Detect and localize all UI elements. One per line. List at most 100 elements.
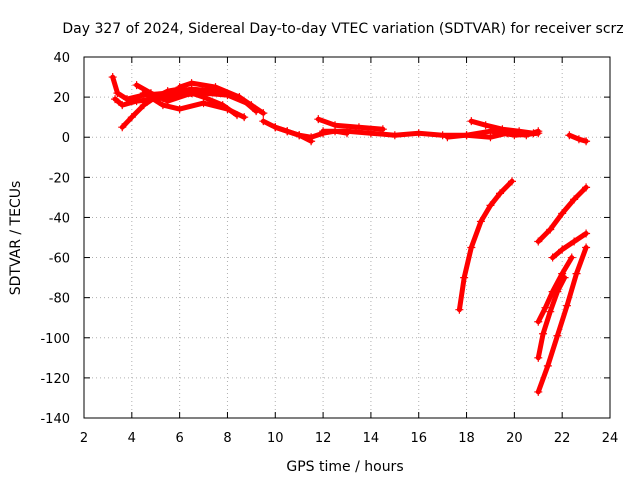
- data-point: [366, 129, 375, 138]
- data-point: [565, 131, 574, 140]
- data-point: [390, 131, 399, 140]
- series-trace: [535, 245, 589, 395]
- data-point: [572, 269, 581, 278]
- y-tick-label: 40: [53, 51, 70, 66]
- data-point: [163, 87, 172, 96]
- data-point: [211, 83, 220, 92]
- data-point: [515, 127, 524, 136]
- data-point: [558, 245, 567, 254]
- data-point: [111, 95, 120, 104]
- y-axis-label: SDTVAR / TECUs: [8, 181, 24, 296]
- data-point: [534, 237, 543, 246]
- data-point: [438, 131, 447, 140]
- series-arc-s: [534, 243, 591, 396]
- data-point: [139, 89, 148, 98]
- data-point: [582, 183, 591, 192]
- data-point: [567, 253, 576, 262]
- data-point: [496, 189, 505, 198]
- x-tick-label: 14: [363, 431, 380, 446]
- data-point: [223, 105, 232, 114]
- y-tick-label: -140: [40, 412, 70, 427]
- x-axis-label: GPS time / hours: [286, 459, 403, 475]
- data-point: [548, 253, 557, 262]
- series-arc-i: [314, 115, 387, 134]
- data-point: [235, 93, 244, 102]
- series-arc-o: [534, 183, 591, 246]
- y-tick-label: -100: [40, 332, 70, 347]
- data-point: [307, 137, 316, 146]
- data-point: [560, 273, 569, 282]
- x-tick-label: 10: [267, 431, 284, 446]
- data-point: [343, 127, 351, 136]
- series-trace: [141, 90, 247, 120]
- data-point: [455, 305, 464, 314]
- data-point: [187, 79, 196, 88]
- x-tick-label: 6: [175, 431, 183, 446]
- y-tick-label: -80: [49, 292, 70, 307]
- data-point: [481, 121, 490, 130]
- data-point: [534, 353, 543, 362]
- y-tick-label: -20: [49, 171, 70, 186]
- data-point: [486, 201, 495, 210]
- data-point: [259, 117, 268, 126]
- x-tick-label: 4: [128, 431, 136, 446]
- data-point: [541, 303, 550, 312]
- chart-title: Day 327 of 2024, Sidereal Day-to-day VTE…: [62, 21, 623, 37]
- plot-frame: [83, 56, 611, 419]
- data-point: [319, 127, 328, 136]
- data-point: [283, 127, 292, 136]
- x-tick-label: 18: [458, 431, 475, 446]
- x-tick-label: 12: [315, 431, 332, 446]
- data-point: [132, 81, 141, 90]
- data-point: [187, 89, 196, 98]
- data-point: [534, 127, 543, 136]
- x-tick-label: 24: [602, 431, 619, 446]
- data-point: [570, 195, 579, 204]
- data-point: [158, 101, 167, 110]
- data-point: [582, 243, 591, 252]
- series-arc-l: [467, 117, 538, 138]
- y-tick-label: 20: [53, 91, 70, 106]
- data-point: [534, 387, 543, 396]
- data-point: [539, 329, 548, 338]
- data-point: [108, 73, 117, 82]
- y-tick-label: -120: [40, 372, 70, 387]
- data-point: [467, 117, 476, 126]
- data-point: [553, 287, 562, 296]
- y-tick-label: -60: [49, 252, 70, 267]
- y-tick-label: 0: [62, 131, 70, 146]
- data-point: [132, 97, 141, 106]
- x-tick-label: 16: [410, 431, 427, 446]
- data-point: [118, 123, 127, 132]
- data-point: [582, 137, 591, 146]
- data-point: [570, 237, 579, 246]
- data-point: [271, 123, 280, 132]
- data-point: [553, 331, 562, 340]
- data-point: [240, 113, 249, 122]
- data-point: [295, 131, 304, 140]
- data-point: [546, 225, 555, 234]
- data-point: [558, 209, 567, 218]
- data-point: [199, 99, 208, 108]
- data-point: [460, 273, 469, 282]
- series-trace: [315, 116, 386, 132]
- data-point: [498, 125, 507, 134]
- data-point: [476, 217, 485, 226]
- series-trace: [550, 231, 589, 261]
- series-arc-n: [455, 177, 516, 314]
- data-point: [558, 269, 567, 278]
- data-series: [108, 73, 591, 396]
- data-point: [118, 101, 127, 110]
- data-point: [414, 129, 423, 138]
- data-point: [486, 133, 495, 142]
- data-point: [543, 361, 552, 370]
- x-tick-label: 2: [80, 431, 88, 446]
- series-arc-q: [534, 253, 576, 326]
- data-point: [507, 177, 516, 186]
- series-arc-d: [132, 81, 242, 120]
- data-point: [443, 133, 452, 142]
- data-point: [331, 121, 340, 130]
- series-arc-e: [139, 89, 249, 122]
- data-point: [139, 101, 148, 110]
